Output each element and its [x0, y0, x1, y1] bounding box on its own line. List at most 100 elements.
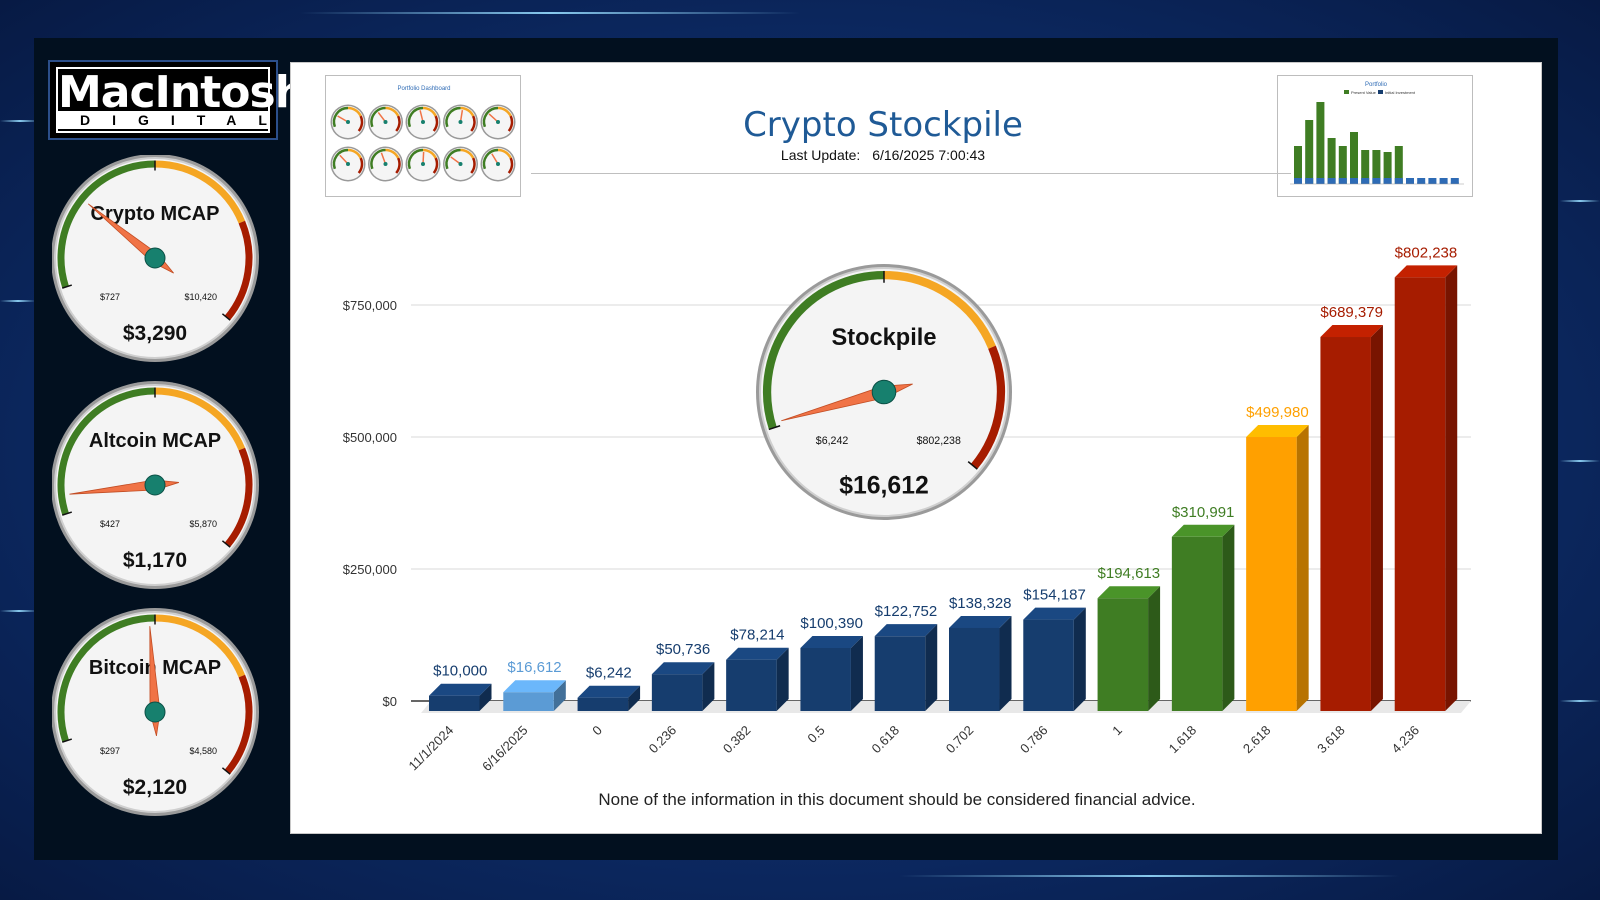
mini-gauge-red — [395, 115, 401, 132]
thumb-bar — [1294, 146, 1302, 184]
stockpile-gauge-max-label: $802,238 — [917, 435, 961, 447]
mini-gauge-red — [470, 157, 476, 174]
y-tick-label: $0 — [383, 694, 397, 709]
bar-top — [577, 685, 641, 698]
side-2-gauge-green-zone — [57, 387, 156, 516]
mini-gauge-needle — [419, 110, 424, 123]
thumb-bar-base — [1294, 178, 1302, 184]
bar-side — [1148, 586, 1161, 711]
mini-gauge-orange — [385, 148, 400, 159]
side-3-gauge-orange-zone — [154, 614, 246, 678]
brand-tagline: DIGITAL — [58, 111, 268, 129]
mini-gauge-red — [432, 115, 439, 132]
thumb-legend-label: Initial Investment — [1385, 90, 1416, 95]
x-tick-label: 2.618 — [1240, 723, 1274, 757]
side-1-gauge-label: Crypto MCAP — [91, 203, 220, 225]
mini-gauge-red — [507, 115, 514, 132]
x-tick-label: 1.618 — [1166, 723, 1200, 757]
thumb-bar-base — [1406, 178, 1414, 184]
side-1-gauge-max-label: $10,420 — [184, 292, 217, 302]
bar-front — [1097, 598, 1149, 711]
mini-gauge-orange — [422, 106, 437, 117]
thumbnail-gauges-image: Portfolio Dashboard — [330, 86, 516, 182]
bar-front — [651, 674, 703, 711]
thumb-bar-base — [1450, 178, 1459, 184]
bar-front — [1171, 536, 1223, 711]
bar-top — [1171, 524, 1235, 537]
thumbnail-title: Portfolio Dashboard — [397, 86, 450, 92]
side-3-gauge-tick — [62, 738, 73, 743]
mini-gauge-hub — [458, 162, 463, 166]
y-tick-label: $500,000 — [343, 430, 397, 445]
bar — [651, 662, 715, 711]
side-1-gauge: $727 $10,420 Crypto MCAP $3,290 — [52, 155, 259, 362]
mini-gauge — [330, 146, 366, 182]
bar-top — [1097, 586, 1161, 599]
bar-side — [925, 624, 938, 711]
mini-gauge — [405, 104, 441, 140]
bar-top — [1320, 325, 1383, 338]
bar-side — [1296, 425, 1309, 711]
bar — [949, 615, 1012, 711]
thumb-bar-base — [1383, 178, 1392, 184]
bar-side — [1222, 524, 1235, 711]
x-tick-label: 0.382 — [720, 723, 754, 757]
bar — [1023, 607, 1086, 711]
mini-gauge-hub — [346, 120, 350, 124]
x-tick-label: 0.236 — [646, 723, 680, 757]
bar-data-label: $122,752 — [875, 603, 938, 620]
mini-gauge — [405, 146, 441, 182]
portfolio-dashboard-thumbnail[interactable]: Portfolio Dashboard — [325, 75, 521, 197]
mini-gauge-hub — [421, 120, 425, 124]
bar — [503, 680, 566, 711]
disclaimer: None of the information in this document… — [598, 790, 1195, 809]
x-tick-label: 6/16/2025 — [479, 723, 531, 775]
bar-side — [628, 685, 641, 711]
last-update-label: Last Update: — [781, 147, 864, 163]
mini-gauge-green — [482, 106, 499, 128]
page-title: Crypto Stockpile — [743, 105, 1023, 145]
portfolio-chart-thumbnail[interactable]: Portfolio Present Value Initial Investment — [1277, 75, 1473, 197]
side-1-gauge-tick — [62, 284, 73, 289]
mini-gauge-green — [332, 148, 349, 170]
x-tick-label: 0 — [589, 723, 605, 739]
mini-gauge — [480, 104, 516, 140]
bar-data-label: $100,390 — [800, 615, 863, 632]
last-update-value: 6/16/2025 7:00:43 — [872, 147, 985, 163]
x-tick-label: 0.786 — [1017, 723, 1051, 757]
bar-front — [1320, 337, 1371, 711]
mini-gauge-orange — [385, 106, 400, 117]
bar-data-label: $10,000 — [433, 663, 487, 680]
bar-front — [1023, 619, 1074, 711]
mini-gauge-green — [407, 106, 424, 128]
side-gauge-column: $727 $10,420 Crypto MCAP $3,290 $427 $5,870 Al… — [52, 155, 259, 816]
mini-gauge-orange — [497, 106, 512, 117]
side-1-gauge-value: $3,290 — [123, 322, 187, 345]
bar-side — [850, 635, 863, 711]
thumb-bar-base — [1316, 178, 1325, 184]
bar — [1171, 524, 1235, 711]
mini-gauge-hub — [496, 120, 500, 124]
bar-top — [429, 683, 492, 696]
mini-gauge-needle — [488, 113, 499, 123]
mini-gauge-needle — [337, 115, 349, 123]
thumb-bar-base — [1428, 178, 1437, 184]
bar-side — [702, 662, 715, 711]
bar-data-label: $802,238 — [1395, 244, 1458, 261]
stockpile-gauge: $6,242 $802,238 Stockpile $16,612 — [756, 264, 1012, 520]
bar-side — [553, 680, 566, 711]
bar-front — [503, 692, 554, 711]
bar-top — [651, 662, 715, 675]
thumb-bar-base — [1305, 178, 1314, 184]
side-1-gauge-hub — [144, 247, 166, 269]
bar-side — [1370, 325, 1383, 711]
thumb-legend-swatch — [1378, 90, 1383, 94]
side-2-gauge-tick — [221, 540, 231, 548]
mini-gauge-orange — [497, 148, 512, 159]
mini-gauge — [480, 146, 516, 182]
chart-panel: Portfolio Dashboard Portfolio Present Val… — [290, 62, 1542, 834]
thumb-bar — [1372, 150, 1381, 184]
stockpile-gauge-value: $16,612 — [839, 473, 929, 500]
mini-gauge-hub — [496, 162, 500, 166]
